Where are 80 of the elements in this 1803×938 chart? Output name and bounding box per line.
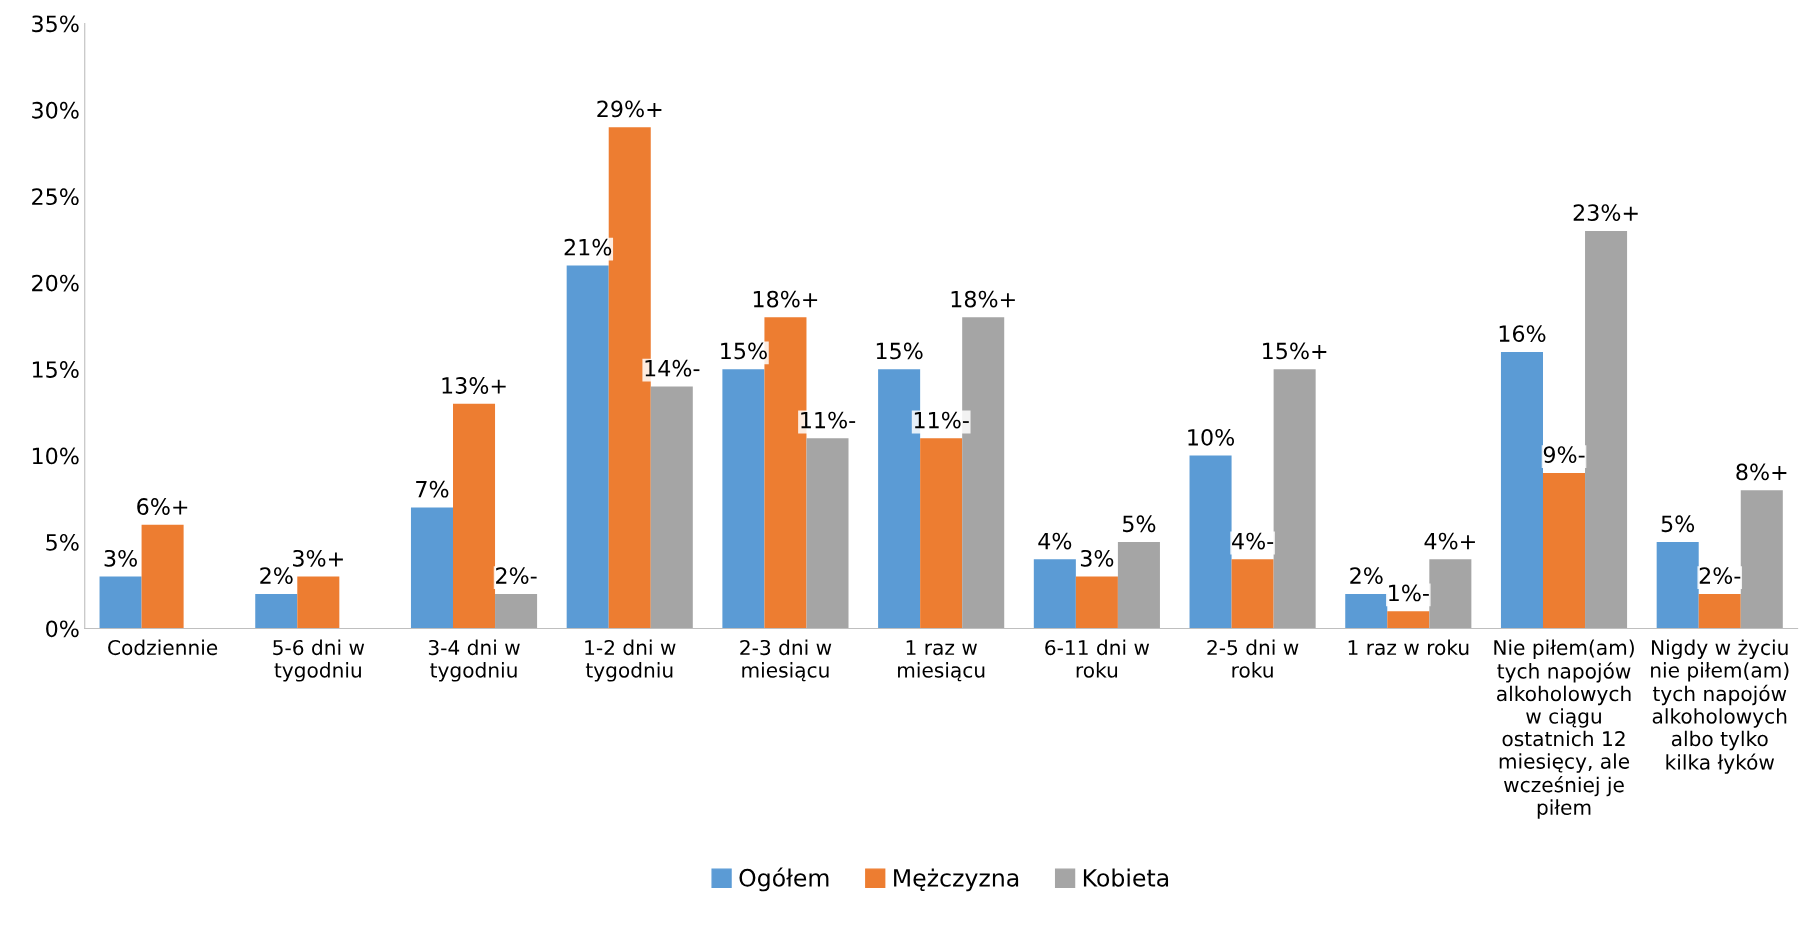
data-label: 2%- xyxy=(496,567,537,585)
data-label: 13%+ xyxy=(442,377,506,394)
bar xyxy=(1033,559,1076,629)
data-label: 2% xyxy=(1350,567,1383,585)
data-label: 4% xyxy=(1038,532,1072,550)
x-tick-label: 5-6 dni w tygodniu xyxy=(273,639,365,682)
bar xyxy=(495,593,538,629)
x-tick-label: Codziennie xyxy=(108,639,218,656)
bar xyxy=(806,438,849,629)
x-tick-label: 6-11 dni w roku xyxy=(1045,639,1150,678)
data-label: 29%+ xyxy=(597,100,662,118)
data-label: 11%- xyxy=(914,411,969,429)
data-label: 6%+ xyxy=(137,498,188,515)
data-label: 4%- xyxy=(1232,532,1274,550)
data-label: 4%+ xyxy=(1424,532,1475,550)
bar xyxy=(1189,455,1232,629)
data-label: 15% xyxy=(876,342,923,360)
bar xyxy=(1543,472,1586,629)
data-label: 18%+ xyxy=(753,290,818,308)
data-label: 3% xyxy=(1080,549,1114,567)
bar xyxy=(1345,593,1388,629)
legend-label: Kobieta xyxy=(1083,868,1169,887)
x-tick-label: 3-4 dni w tygodniu xyxy=(428,639,520,682)
data-label: 14%- xyxy=(645,359,700,377)
data-label: 2% xyxy=(260,567,293,585)
x-tick-label: 1 raz w miesiącu xyxy=(898,640,985,682)
data-label: 5% xyxy=(1123,515,1156,533)
x-tick-label: 2-3 dni w miesiącu xyxy=(740,639,832,682)
bar xyxy=(297,576,340,629)
bar xyxy=(920,438,963,629)
bar xyxy=(1585,230,1628,629)
legend-label: Ogółem xyxy=(739,867,829,892)
data-label: 15% xyxy=(721,342,767,360)
y-tick-label: 15% xyxy=(32,361,79,378)
bar xyxy=(99,576,142,629)
bar xyxy=(1231,559,1274,629)
bar xyxy=(141,524,184,629)
bar xyxy=(1273,369,1316,629)
bar xyxy=(1429,559,1472,629)
bar xyxy=(453,403,496,629)
y-tick-label: 10% xyxy=(32,447,79,465)
legend-label: Mężczyzna xyxy=(894,868,1019,892)
data-label: 15%+ xyxy=(1263,342,1327,360)
data-label: 11%- xyxy=(801,411,856,429)
bar xyxy=(1075,576,1118,629)
data-label: 5% xyxy=(1661,515,1695,533)
bar xyxy=(1740,490,1783,629)
data-label: 2%- xyxy=(1699,567,1741,585)
data-label: 10% xyxy=(1188,428,1235,446)
data-label: 9%- xyxy=(1543,446,1585,464)
x-tick-label: 1-2 dni w tygodniu xyxy=(585,639,676,682)
y-tick-label: 25% xyxy=(32,188,79,206)
bar xyxy=(650,386,693,629)
data-label: 7% xyxy=(416,480,449,498)
bar xyxy=(1387,611,1430,629)
data-label: 23%+ xyxy=(1573,204,1638,222)
data-label: 8%+ xyxy=(1736,463,1787,481)
y-tick-label: 20% xyxy=(32,274,79,292)
data-label: 1%- xyxy=(1389,584,1429,602)
bar xyxy=(1500,351,1543,629)
x-tick-label: 2-5 dni w roku xyxy=(1207,639,1299,678)
bar xyxy=(410,507,453,629)
y-tick-label: 0% xyxy=(46,620,79,638)
bar xyxy=(566,265,609,629)
data-label: 21% xyxy=(564,238,612,256)
bar xyxy=(255,593,298,629)
bar xyxy=(1117,542,1160,629)
y-tick-label: 30% xyxy=(32,101,79,119)
bar xyxy=(1698,593,1741,629)
x-tick-label: Nie piłem(am) tych napojów alkoholowych w ciągu ostatnich 12 miesięcy, ale wcześniej je piłem xyxy=(1494,639,1634,819)
data-label: 3% xyxy=(104,549,137,567)
x-tick-label: 1 raz w roku xyxy=(1348,639,1469,656)
bar xyxy=(1656,542,1699,629)
bar xyxy=(722,369,765,629)
y-tick-label: 5% xyxy=(46,533,79,551)
y-tick-label: 35% xyxy=(32,15,79,33)
data-label: 3%+ xyxy=(293,549,343,567)
data-label: 18%+ xyxy=(951,290,1015,308)
x-tick-label: Nigdy w życiu nie piłem(am) tych napojów alkoholowych albo tylko kilka łyków xyxy=(1651,639,1789,774)
data-label: 16% xyxy=(1499,325,1546,343)
